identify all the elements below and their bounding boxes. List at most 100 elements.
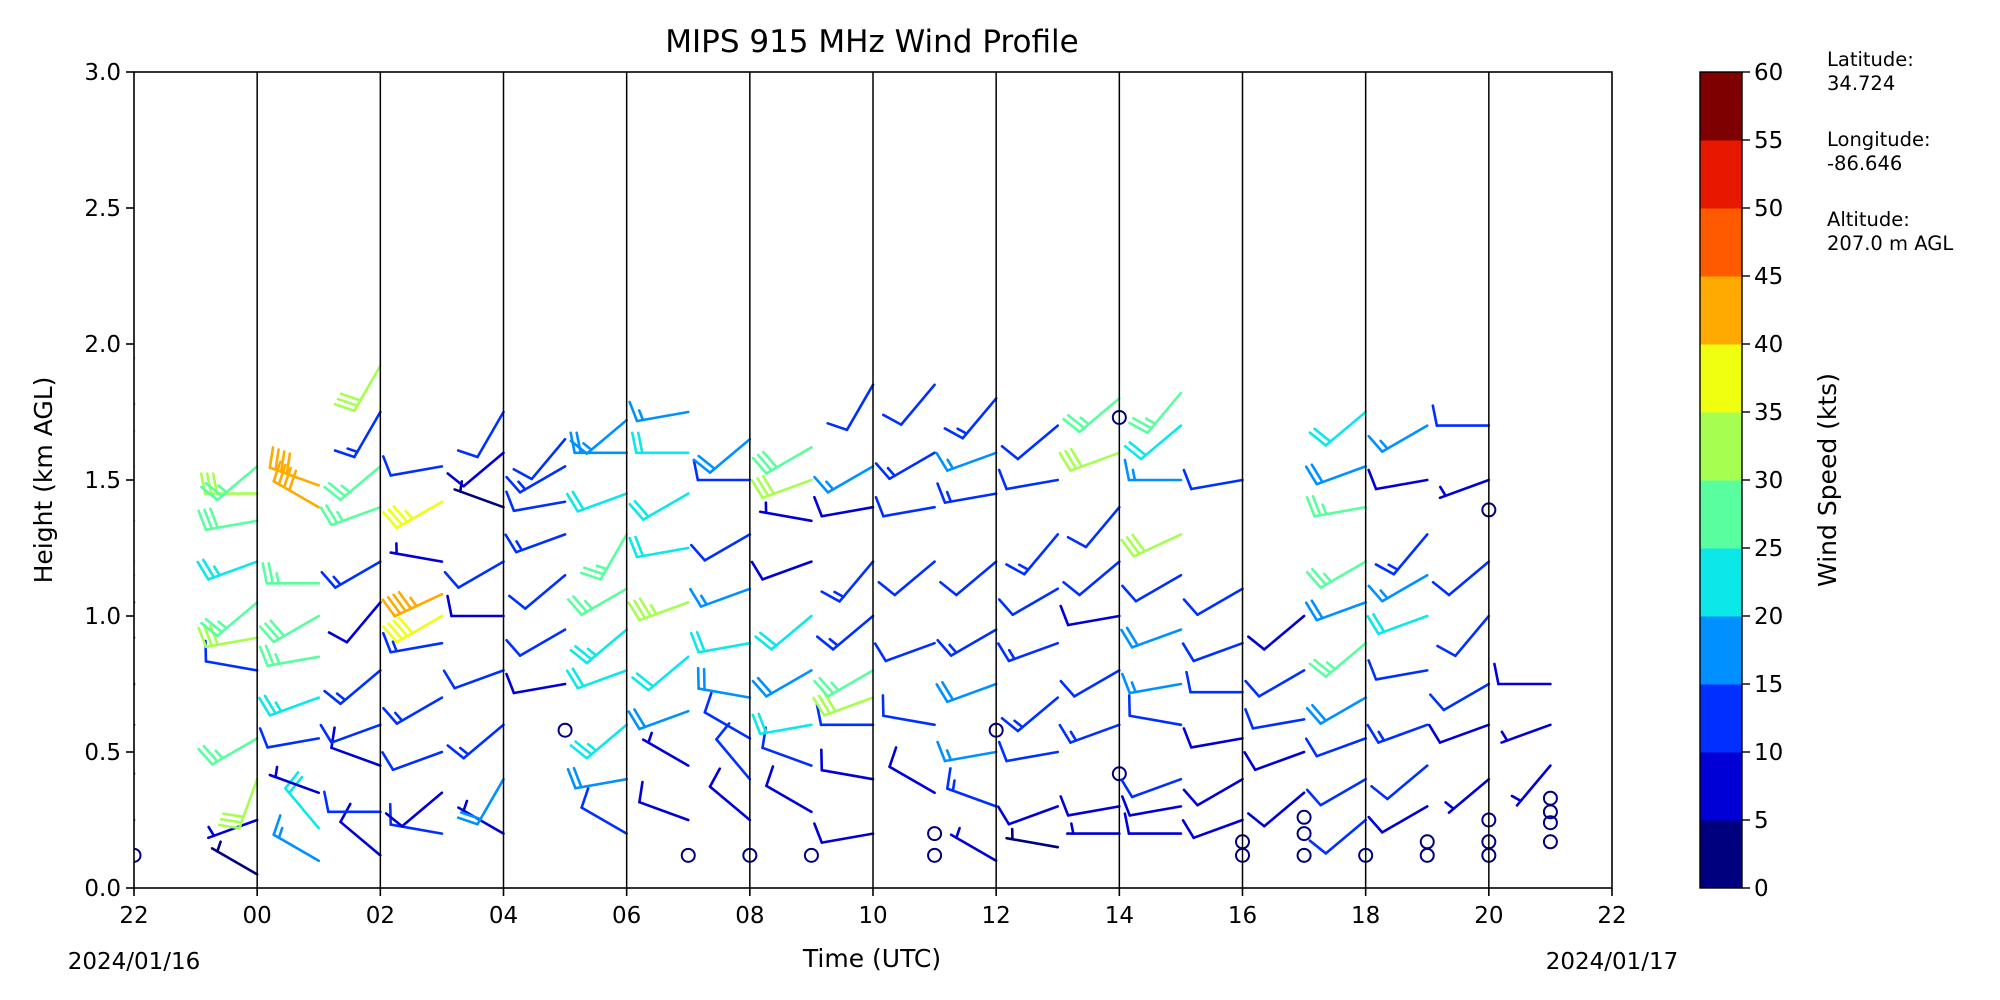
barb-full [751,456,768,475]
wind-barb [813,465,875,494]
colorbar-segment [1700,752,1742,821]
barb-full [761,474,776,495]
barb-full [631,676,650,692]
barb-half [1007,648,1016,661]
x-tick-label: 08 [735,903,764,929]
wind-barb [1182,777,1244,807]
colorbar-segment [1700,548,1742,617]
colorbar: 0 5 10 15 20 25 30 35 40 45 50 55 60 [1699,60,1783,902]
barb-full [874,462,891,481]
barb-shaft [330,723,382,744]
barb-full [339,392,362,402]
barb-shaft [838,560,875,603]
barb-shaft [518,628,567,657]
barb-full [943,427,965,440]
barb-full [946,767,952,790]
barb-full [754,635,773,651]
wind-barb [826,383,875,432]
barb-full [1132,417,1153,430]
wind-barb [381,590,444,618]
barb-shaft [1380,805,1429,834]
barb-shaft [395,696,444,725]
barb-full [204,481,224,498]
barb-full [633,599,647,620]
barb-full [756,477,770,498]
barb-shaft [1196,777,1244,807]
barb-half [956,427,968,435]
barb-full [1310,599,1324,620]
colorbar-segment [1700,72,1742,141]
barb-full [751,679,768,698]
barb-full [1431,580,1451,597]
barb-full [268,446,275,469]
barb-shaft [476,410,505,459]
barb-half [1379,439,1389,450]
barb-shaft [204,660,259,672]
barb-full [209,507,220,530]
barb-half [945,490,953,503]
barb-half [214,749,224,760]
barb-shaft [1386,764,1429,801]
barb-shaft [946,682,998,704]
barb-full [1311,567,1328,586]
wind-barb [1059,795,1121,817]
barb-full [443,570,460,589]
barb-full [1304,465,1319,486]
wind-barb [569,418,628,455]
barb-half [1321,503,1328,516]
barb-shaft [882,714,936,727]
barb-shaft [1315,737,1367,758]
barb-full [1121,584,1138,603]
barb-half [586,742,598,752]
wind-barb [1120,795,1183,817]
barb-half [212,565,221,577]
colorbar-tick-label: 30 [1754,468,1783,494]
barb-full [381,598,397,618]
barb-full [757,712,768,735]
calm-circle [1296,847,1312,863]
barb-shaft [284,787,321,830]
barb-full [1120,778,1134,799]
wind-barb [936,482,998,504]
barb-shaft [708,785,752,822]
barb-full [1120,628,1134,649]
barb-full [263,694,277,715]
wind-barb [197,737,259,766]
barb-full [1131,533,1146,553]
barb-shaft [476,777,505,826]
barb-shaft [770,614,813,651]
barb-half [1069,730,1078,742]
barb-full [272,814,282,837]
barb-shaft [599,533,628,581]
wind-barb [1305,777,1367,807]
barb-full [1120,795,1132,817]
barb-half [583,599,594,611]
wind-barb [382,696,444,725]
wind-barb [197,507,259,532]
barb-full [941,681,955,702]
wind-barb [689,630,752,654]
barb-half [828,637,840,647]
altitude-label: Altitude: [1827,208,1910,231]
x-tick-label: 10 [858,903,887,929]
barb-full [1062,417,1081,434]
barb-shaft [946,451,998,472]
barb-shaft [266,655,321,668]
x-tick-label: 04 [489,903,518,929]
barb-half [462,799,469,812]
wind-barb [505,628,567,657]
barb-full [397,616,414,635]
hour-dividers [256,72,1490,888]
chart-title: MIPS 915 MHz Wind Profile [665,24,1078,60]
barb-full [456,449,479,459]
barb-shaft [574,777,628,790]
wind-barb [566,587,628,617]
barb-shaft [268,773,321,795]
barb-full [638,780,644,804]
barb-full [1313,658,1332,675]
barb-full [325,504,339,525]
barb-shaft [1377,723,1429,744]
barb-full [1431,404,1439,427]
wind-barb [1000,424,1060,461]
barb-shaft [1069,451,1121,472]
